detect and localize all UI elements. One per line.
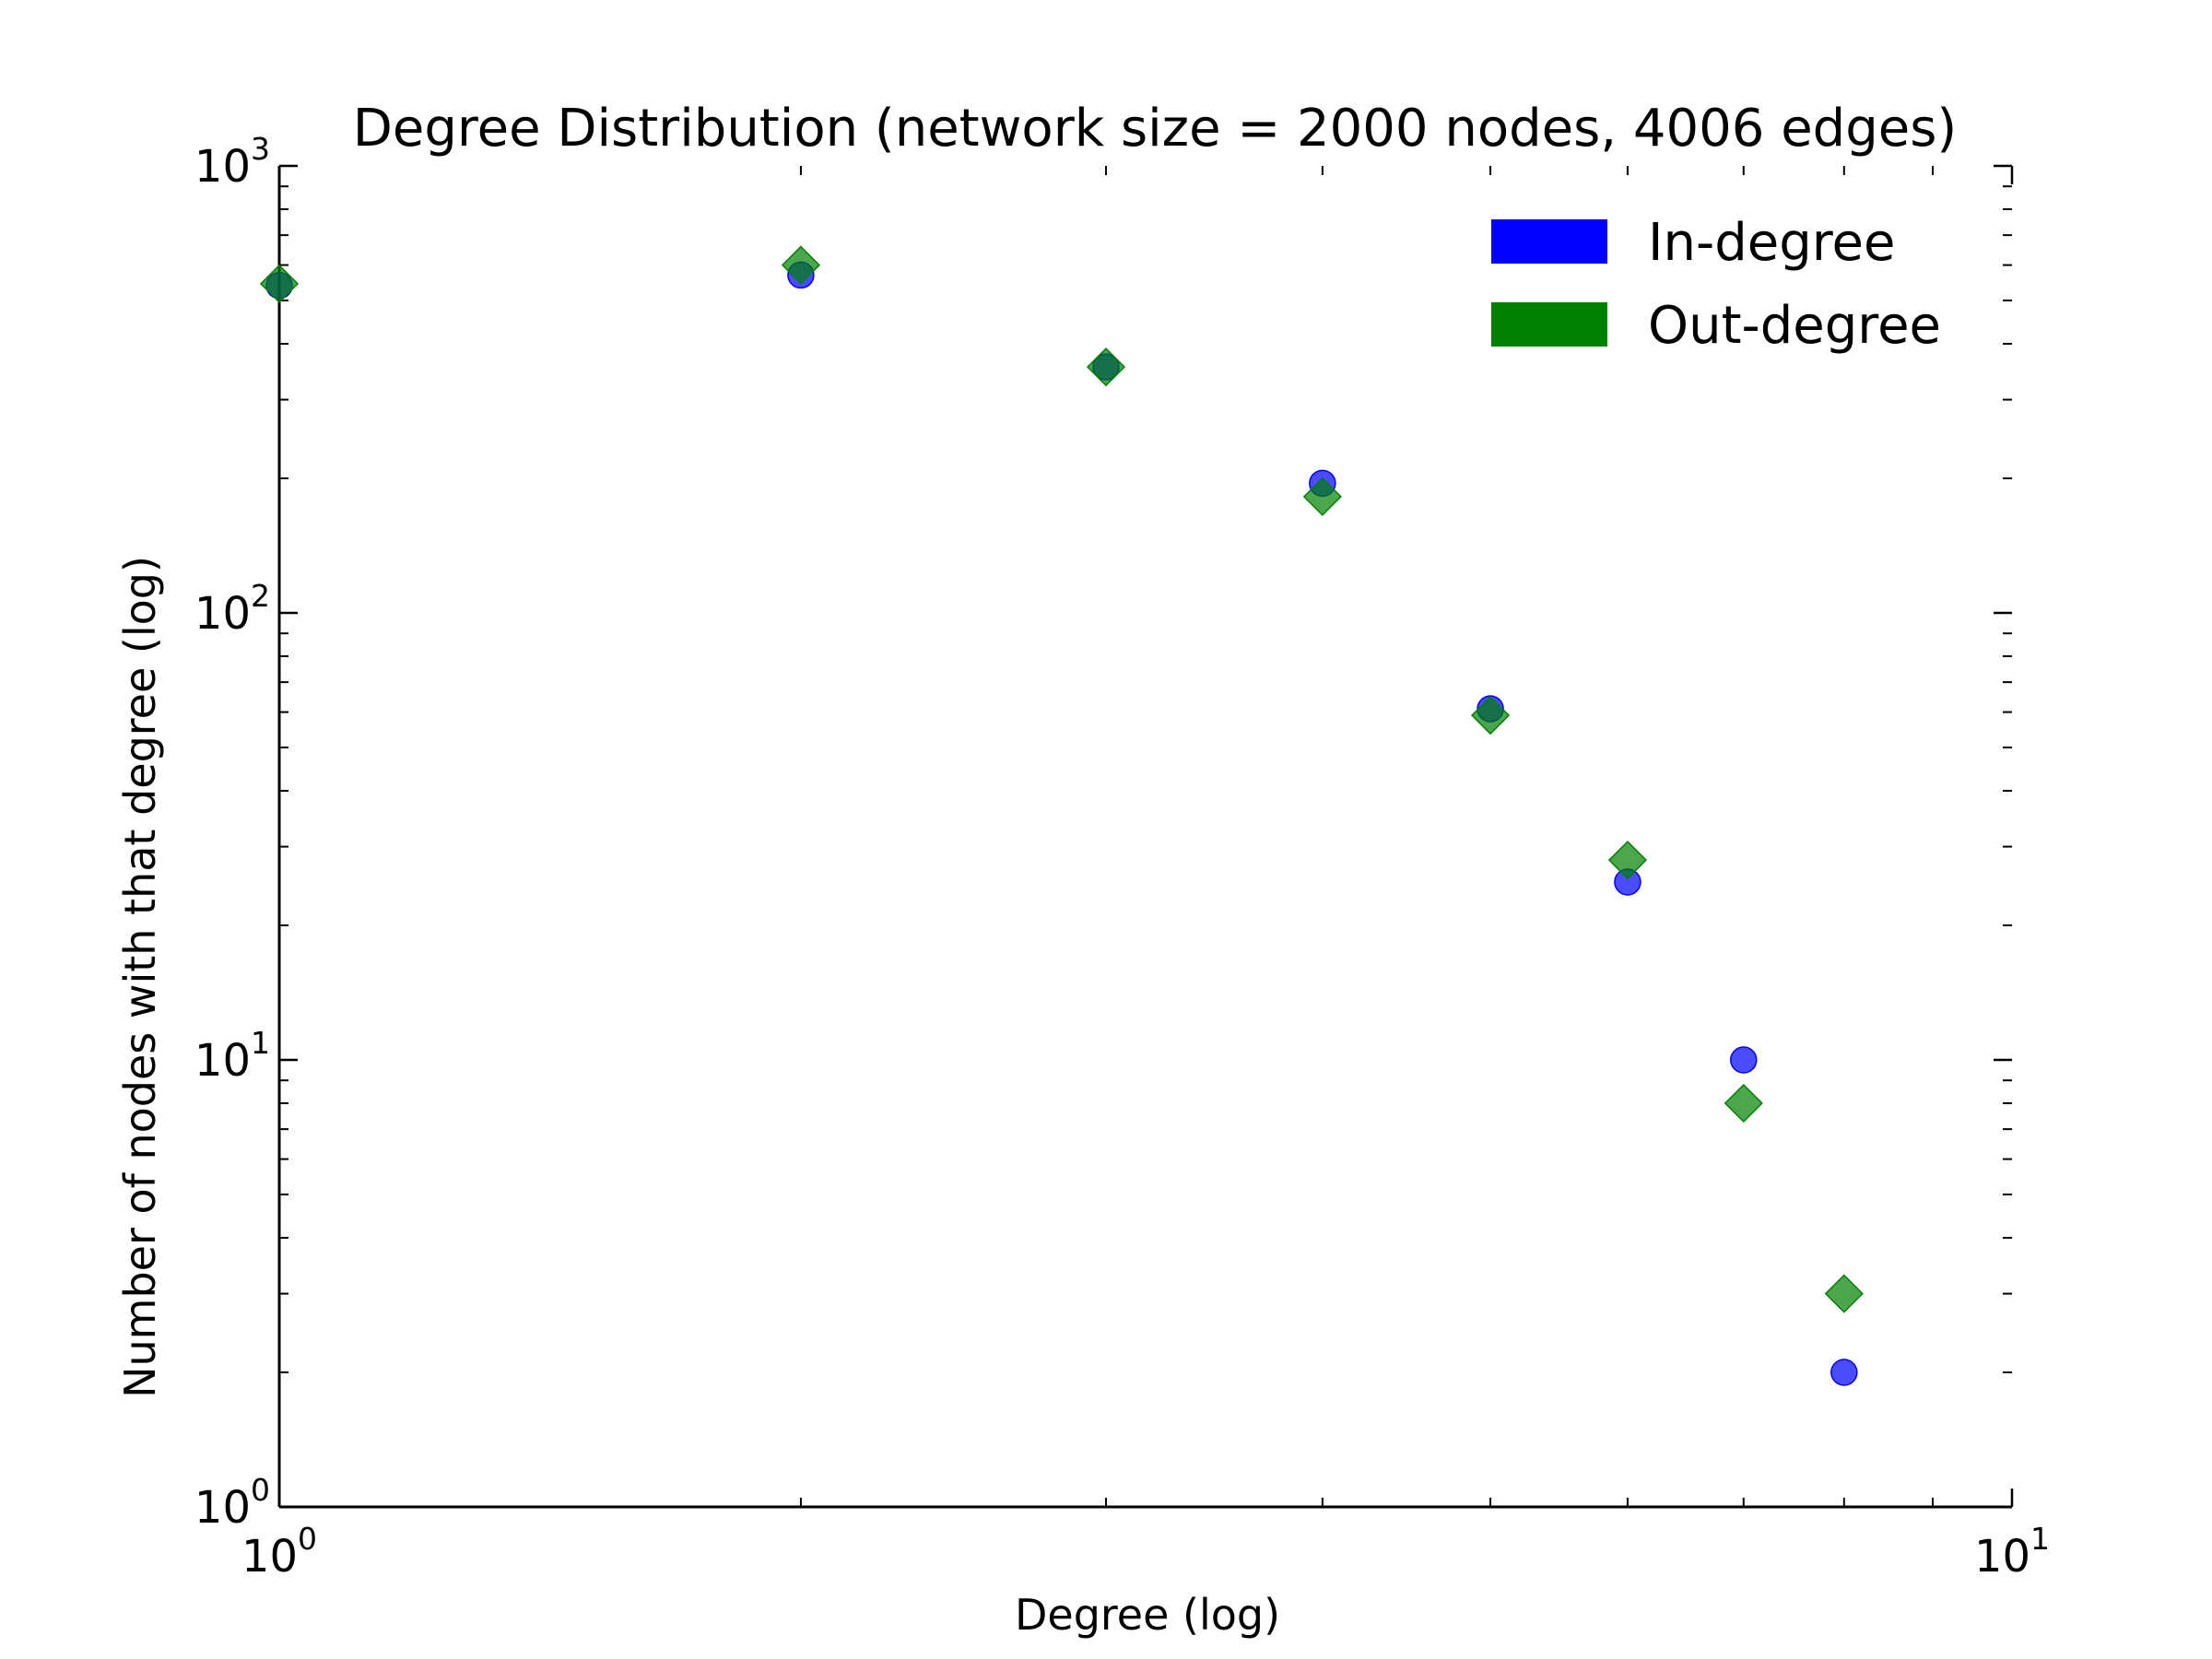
tick-labels: 100 101 102 103 100 101 (194, 131, 2050, 1583)
out-degree-point (1824, 1274, 1864, 1313)
legend-swatch (1491, 219, 1607, 264)
legend-label: Out-degree (1648, 296, 1941, 356)
out-degree-point (259, 264, 300, 303)
x-axis-label: Degree (log) (1015, 1590, 1280, 1640)
in-degree-point (1830, 1359, 1858, 1386)
out-degree-point (1471, 696, 1511, 735)
out-degree-point (1724, 1083, 1763, 1124)
out-degree-point (781, 245, 820, 285)
out-degree-point (1086, 347, 1126, 387)
out-degree-point (1607, 841, 1647, 880)
x-tick-label: 101 (1974, 1521, 2050, 1583)
x-tick-label: 100 (241, 1521, 317, 1583)
y-tick-label: 103 (194, 131, 270, 193)
out-degree-point (1302, 477, 1342, 516)
legend-label: In-degree (1648, 213, 1895, 273)
legend-swatch (1491, 302, 1607, 347)
minor-ticks (279, 166, 2012, 1507)
chart-title: Degree Distribution (network size = 2000… (353, 99, 1957, 159)
y-tick-label: 102 (194, 578, 270, 640)
in-degree-point (1730, 1046, 1758, 1074)
y-tick-label: 101 (194, 1025, 270, 1087)
legend: In-degree Out-degree (1491, 213, 1941, 356)
series-out-degree (259, 245, 1864, 1313)
y-tick-label: 100 (194, 1472, 270, 1534)
series-layer (259, 245, 1864, 1386)
y-axis-label: Number of nodes with that degree (log) (115, 556, 165, 1398)
